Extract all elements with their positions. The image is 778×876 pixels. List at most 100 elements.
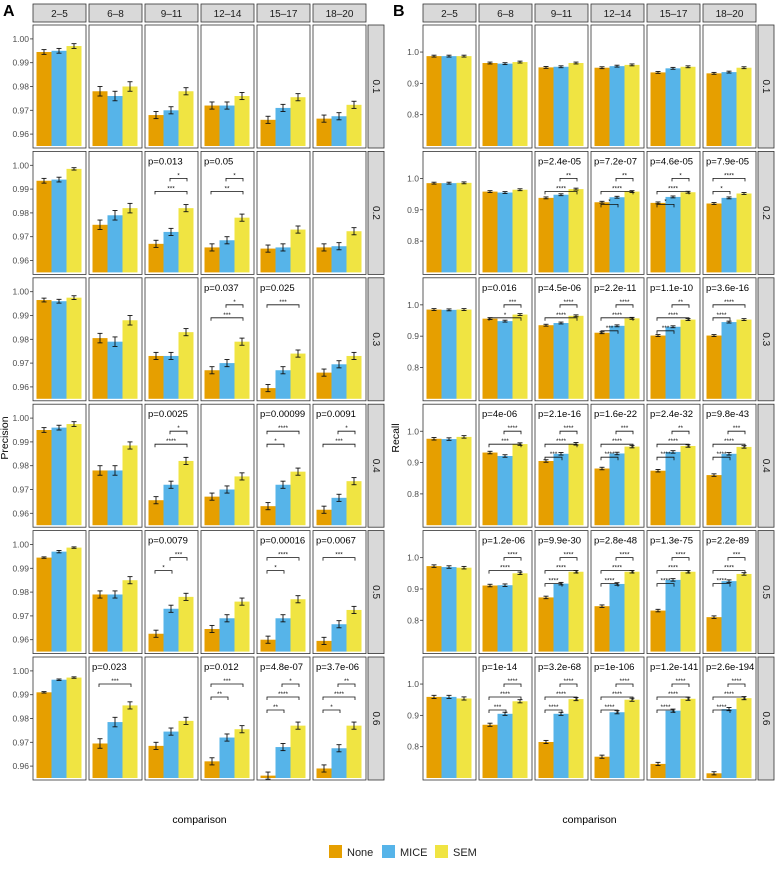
bar-b-0-1-none [482,63,498,147]
bar-b-2-3-mice [609,325,625,399]
row-strip-label-a-1: 0.2 [370,206,381,220]
sig-stars-a-3-5-0: * [345,425,348,432]
sig-stars-a-5-3-1: ** [217,691,223,698]
cell-a-4-1 [88,530,143,654]
figure-layer: A Precision comparison 2–5 6–8 9–11 12–14 15–17… [0,3,775,826]
sig-bracket-a-1-3-0 [225,178,244,182]
row-strip-a-0 [367,24,385,149]
bar-a-1-5-none [316,247,332,273]
bar-a-3-4-none [260,506,276,526]
sig-bracket-a-3-2-1 [154,443,188,448]
y-tick-label-b-0-1: 0.9 [407,78,419,88]
bar-b-3-2-mice [553,453,569,526]
sig-stars-b-2-4-0: ** [678,299,684,306]
sig-stars-b-1-4-2: * [664,198,667,205]
row-strip-b-4 [757,530,775,654]
cell-a-3-2: p=0.0025 ***** [144,403,199,528]
bar-b-5-2-none [538,741,554,778]
sig-bracket-b-5-4-2 [656,709,675,713]
sig-stars-b-5-4-2: **** [660,704,671,711]
row-strip-label-a-0: 0.1 [370,80,381,94]
sig-bracket-a-3-4-0 [266,430,300,435]
bar-b-3-2-sem [568,443,584,526]
bar-b-5-4-none [650,763,666,778]
y-tick-label-a-3-0: 0.96 [12,508,29,518]
pvalue-b-3-3: p=1.6e-22 [594,409,637,420]
bar-a-0-1-none [92,91,108,146]
pvalue-b-2-5: p=3.6e-16 [706,283,749,294]
bar-b-3-5-mice [721,453,737,526]
sig-bracket-a-5-5-0 [337,683,356,687]
row-strip-label-b-4: 0.5 [760,585,771,599]
y-tick-label-a-2-3: 0.99 [12,311,29,321]
bar-a-0-0-none [36,51,52,146]
bar-a-4-1-mice [107,594,123,652]
sig-bracket-b-2-1-0 [503,304,522,308]
bar-a-4-0-none [36,557,52,652]
bar-b-2-2-sem [568,315,584,399]
cell-b-4-3: p=2.8e-48 **** **** **** [590,530,645,654]
sig-bracket-b-3-4-1 [656,443,690,448]
bar-a-0-0-mice [51,50,67,146]
cell-b-1-1 [478,150,533,275]
bar-a-3-2-mice [163,484,179,526]
sig-bracket-b-2-5-1 [712,317,731,321]
bar-b-2-5-mice [721,322,737,399]
col-strip-label-a-5: 18–20 [326,9,354,20]
panel-a: A Precision comparison 2–5 6–8 9–11 12–14 15–17… [0,3,385,826]
cell-a-4-5: p=0.0067 *** [312,530,367,654]
pvalue-b-3-5: p=9.8e-43 [706,409,749,420]
sig-bracket-b-4-5-0 [727,557,746,561]
sig-bracket-b-3-5-1 [712,443,746,448]
cell-a-4-2: p=0.0079**** [144,530,199,654]
sig-stars-b-5-2-0: **** [563,678,574,685]
sig-bracket-b-3-3-1 [600,443,634,448]
y-tick-label-a-2-2: 0.98 [12,334,29,344]
bar-a-2-0-none [36,300,52,399]
pvalue-a-5-5: p=3.7e-06 [316,662,359,673]
sig-stars-a-5-5-2: * [330,704,333,711]
bar-a-3-2-none [148,500,164,526]
bar-a-3-5-mice [331,497,347,526]
sig-stars-b-4-3-2: **** [604,578,615,585]
bar-b-4-2-sem [568,571,584,652]
bar-a-0-4-none [260,119,276,146]
bar-a-5-1-sem [122,705,138,778]
sig-stars-b-3-5-0: *** [733,425,741,432]
y-tick-label-a-5-2: 0.98 [12,714,29,724]
sig-bracket-b-4-5-2 [712,583,731,587]
sig-bracket-b-5-1-2 [488,709,507,713]
y-tick-label-a-3-1: 0.97 [12,485,29,495]
sig-bracket-b-2-3-1 [600,317,634,321]
bar-a-4-5-mice [331,624,347,652]
sig-stars-a-4-4-1: * [274,565,277,572]
bar-a-2-1-none [92,338,108,399]
row-strip-label-a-5: 0.6 [370,712,381,726]
bar-a-3-1-mice [107,470,123,526]
cell-b-0-5 [702,24,757,149]
sig-stars-b-3-1-0: **** [507,425,518,432]
row-strip-label-b-2: 0.3 [760,332,771,346]
sig-bracket-b-1-5-1 [712,191,731,195]
bar-b-2-1-none [482,318,498,399]
sig-stars-b-3-3-2: **** [604,451,615,458]
sig-bracket-b-1-3-1 [600,191,634,195]
col-strip-a-4 [256,3,311,23]
sig-bracket-a-1-2-0 [169,178,188,182]
sig-bracket-b-2-4-0 [671,304,690,308]
cell-a-1-1 [88,150,143,275]
y-tick-label-a-4-4: 1.00 [12,540,29,550]
bar-a-2-0-mice [51,301,67,399]
sig-stars-a-2-3-0: * [233,299,236,306]
y-tick-label-a-2-4: 1.00 [12,287,29,297]
bar-b-4-3-none [594,606,610,652]
cell-b-2-4: p=1.1e-10********* [646,277,701,402]
sig-stars-b-5-1-0: **** [507,678,518,685]
col-strip-label-b-1: 6–8 [497,9,514,20]
pvalue-b-4-4: p=1.3e-75 [650,536,693,547]
row-strip-a-4 [367,530,385,654]
sig-bracket-a-3-4-1 [266,443,285,448]
sig-stars-b-1-5-0: **** [724,172,735,179]
bar-a-1-0-none [36,180,52,273]
y-tick-label-a-1-1: 0.97 [12,232,29,242]
